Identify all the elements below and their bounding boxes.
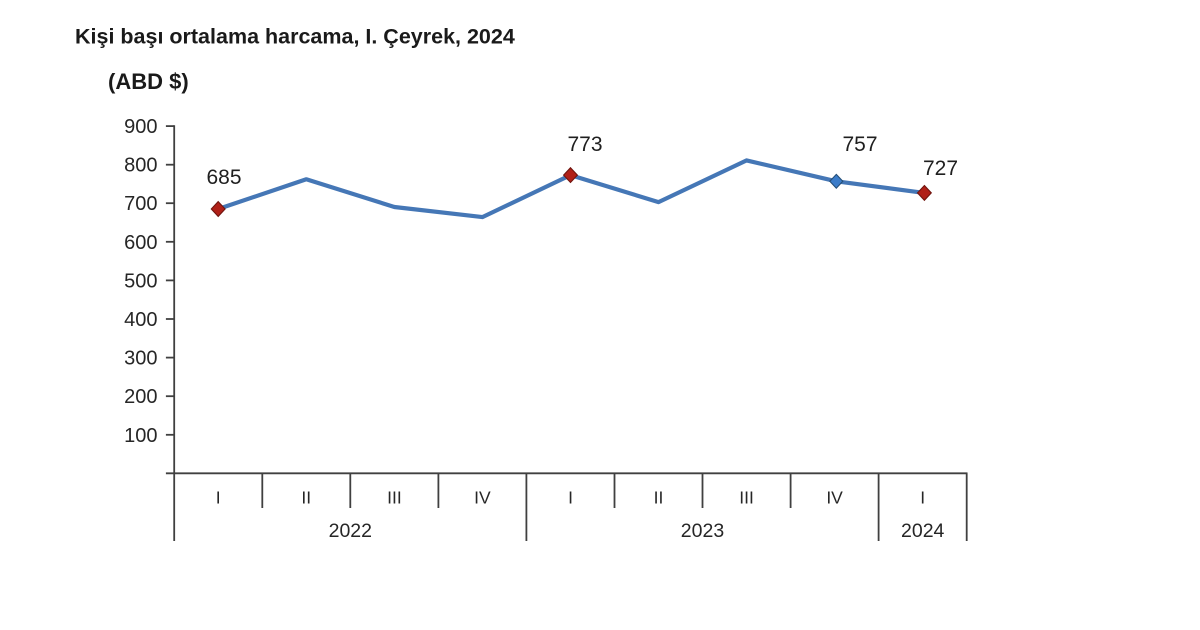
svg-text:III: III	[739, 487, 754, 507]
svg-text:2022: 2022	[329, 520, 372, 542]
svg-text:773: 773	[567, 133, 602, 156]
svg-text:727: 727	[923, 157, 958, 180]
svg-text:600: 600	[124, 232, 157, 254]
svg-text:700: 700	[124, 193, 157, 215]
svg-text:100: 100	[124, 425, 157, 447]
svg-text:III: III	[387, 487, 402, 507]
svg-text:I: I	[568, 487, 573, 507]
svg-text:(ABD $): (ABD $)	[108, 69, 189, 94]
svg-text:800: 800	[124, 155, 157, 177]
svg-text:500: 500	[124, 270, 157, 292]
svg-text:300: 300	[124, 348, 157, 370]
svg-text:II: II	[301, 487, 311, 507]
svg-text:Kişi başı ortalama harcama, I.: Kişi başı ortalama harcama, I. Çeyrek, 2…	[75, 25, 515, 49]
svg-text:900: 900	[124, 116, 157, 138]
svg-text:200: 200	[124, 386, 157, 408]
svg-text:400: 400	[124, 309, 157, 331]
svg-text:IV: IV	[826, 487, 843, 507]
svg-text:2024: 2024	[901, 520, 945, 542]
svg-text:757: 757	[842, 133, 877, 156]
svg-text:IV: IV	[474, 487, 491, 507]
svg-text:685: 685	[206, 166, 241, 189]
svg-text:I: I	[920, 487, 925, 507]
svg-text:I: I	[216, 487, 221, 507]
svg-text:II: II	[654, 487, 664, 507]
svg-text:2023: 2023	[681, 520, 724, 542]
